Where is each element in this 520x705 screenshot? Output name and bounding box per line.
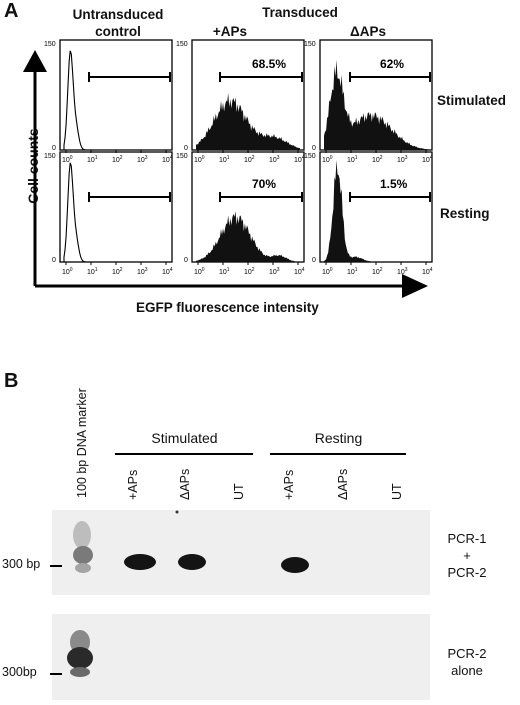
group-stimulated: Stimulated bbox=[151, 430, 218, 446]
y-tick-label: 0 bbox=[184, 257, 188, 264]
x-tick-label: 104 bbox=[422, 267, 433, 276]
x-tick-label: 101 bbox=[219, 267, 230, 276]
gel1-label-line3: PCR-2 bbox=[447, 565, 487, 580]
x-tick-label: 100 bbox=[322, 267, 333, 276]
y-tick-label: 150 bbox=[304, 41, 316, 48]
lane-label-3: UT bbox=[232, 483, 246, 500]
lane-label-2: ΔAPs bbox=[178, 468, 192, 500]
histogram-plus-aps-resting bbox=[196, 211, 300, 262]
histogram-delta-aps-stimulated bbox=[324, 59, 428, 150]
gel2-label: PCR-2 alone bbox=[432, 645, 502, 679]
x-tick-label: 101 bbox=[347, 267, 358, 276]
y-tick-label: 150 bbox=[176, 153, 188, 160]
y-axis-arrow bbox=[23, 50, 47, 286]
x-tick-label: 102 bbox=[112, 267, 123, 276]
marker-ladder-1 bbox=[73, 521, 93, 573]
x-tick-label: 103 bbox=[397, 267, 408, 276]
header-delta-aps: ΔAPs bbox=[350, 24, 386, 39]
band-stim-delta-aps bbox=[178, 554, 206, 570]
gel2-label-line1: PCR-2 bbox=[447, 646, 487, 661]
x-tick-label: 104 bbox=[162, 155, 173, 164]
marker-lane-label: 100 bp DNA marker bbox=[75, 388, 89, 498]
y-tick-label: 0 bbox=[312, 145, 316, 152]
x-tick-label: 102 bbox=[244, 155, 255, 164]
histogram-plus-aps-stimulated bbox=[196, 93, 300, 150]
y-tick-label: 0 bbox=[184, 145, 188, 152]
x-tick-label: 103 bbox=[397, 155, 408, 164]
x-tick-label: 101 bbox=[347, 155, 358, 164]
x-axis-arrow bbox=[35, 274, 428, 298]
x-tick-label: 103 bbox=[269, 267, 280, 276]
gel1-label-line1: PCR-1 bbox=[447, 531, 487, 546]
lane-label-1: +APs bbox=[126, 469, 140, 500]
gel1-label: PCR-1 + PCR-2 bbox=[432, 530, 502, 581]
x-tick-label: 102 bbox=[372, 267, 383, 276]
lane-label-5: ΔAPs bbox=[336, 468, 350, 500]
gel-image-2 bbox=[52, 614, 430, 700]
gel-image-1 bbox=[52, 510, 430, 595]
x-tick-label: 100 bbox=[322, 155, 333, 164]
histogram-delta-aps-resting bbox=[324, 160, 428, 262]
x-tick-label: 100 bbox=[62, 155, 73, 164]
gel1-label-line2: + bbox=[463, 548, 471, 563]
x-tick-label: 101 bbox=[87, 267, 98, 276]
header-transduced: Transduced bbox=[262, 5, 338, 20]
plot-frame-untransduced-resting bbox=[59, 151, 173, 263]
plot-frame-untransduced-stimulated bbox=[59, 39, 173, 151]
group-resting-underline bbox=[270, 453, 406, 455]
percentage-plus-aps-resting: 70% bbox=[252, 177, 276, 191]
histogram-untransduced-stimulated bbox=[63, 50, 168, 151]
x-axis-label: EGFP fluorescence intensity bbox=[136, 300, 319, 315]
bp-marker-tick-2 bbox=[50, 673, 62, 675]
percentage-delta-aps-stimulated: 62% bbox=[380, 57, 404, 71]
row-label-stimulated: Stimulated bbox=[437, 93, 507, 108]
group-stimulated-underline bbox=[115, 453, 253, 455]
x-tick-label: 101 bbox=[87, 155, 98, 164]
x-tick-label: 104 bbox=[162, 267, 173, 276]
y-tick-label: 150 bbox=[44, 153, 56, 160]
group-resting: Resting bbox=[314, 430, 363, 446]
histogram-untransduced-resting bbox=[63, 162, 168, 263]
x-tick-label: 101 bbox=[219, 155, 230, 164]
x-tick-label: 100 bbox=[194, 155, 205, 164]
row-label-resting: Resting bbox=[440, 206, 490, 221]
header-plus-aps: +APs bbox=[212, 24, 248, 39]
x-tick-label: 100 bbox=[62, 267, 73, 276]
y-tick-label: 150 bbox=[44, 41, 56, 48]
lane-label-6: UT bbox=[390, 483, 404, 500]
band-rest-plus-aps bbox=[281, 557, 309, 573]
percentage-delta-aps-resting: 1.5% bbox=[380, 177, 408, 191]
y-tick-label: 0 bbox=[312, 257, 316, 264]
lane-label-4: +APs bbox=[282, 469, 296, 500]
x-tick-label: 103 bbox=[137, 155, 148, 164]
x-tick-label: 102 bbox=[112, 155, 123, 164]
y-tick-label: 0 bbox=[52, 257, 56, 264]
x-tick-label: 103 bbox=[137, 267, 148, 276]
bp-marker-tick-1 bbox=[50, 565, 62, 567]
panel-b-letter: B bbox=[4, 370, 19, 392]
marker-ladder-2 bbox=[67, 630, 93, 677]
header-untransduced: Untransduced control bbox=[72, 7, 164, 39]
x-tick-label: 103 bbox=[269, 155, 280, 164]
y-tick-label: 150 bbox=[304, 153, 316, 160]
x-tick-label: 104 bbox=[422, 155, 433, 164]
gel2-label-line2: alone bbox=[451, 663, 483, 678]
x-tick-label: 104 bbox=[294, 155, 305, 164]
panel-a-letter: A bbox=[4, 0, 19, 22]
x-tick-label: 102 bbox=[244, 267, 255, 276]
x-tick-label: 104 bbox=[294, 267, 305, 276]
y-tick-label: 0 bbox=[52, 145, 56, 152]
percentage-plus-aps-stimulated: 68.5% bbox=[252, 57, 286, 71]
x-tick-label: 102 bbox=[372, 155, 383, 164]
band-stim-plus-aps bbox=[124, 554, 156, 570]
bp-label-2: 300bp bbox=[2, 665, 37, 679]
x-tick-label: 100 bbox=[194, 267, 205, 276]
y-tick-label: 150 bbox=[176, 41, 188, 48]
bp-label-1: 300 bp bbox=[2, 557, 41, 571]
